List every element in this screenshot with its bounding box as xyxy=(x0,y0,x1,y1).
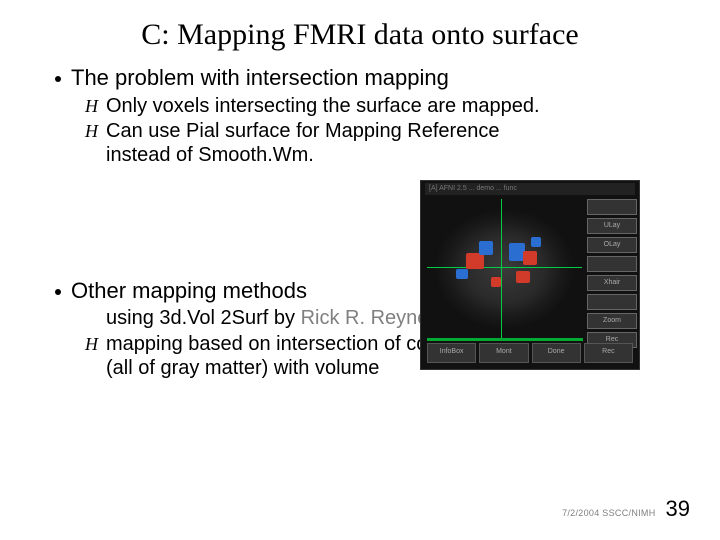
viewer-ctl-button[interactable] xyxy=(587,199,637,215)
sub-text: Can use Pial surface for Mapping Referen… xyxy=(106,119,536,168)
afni-viewer-panel: [A] AFNI 2.5 ... demo ... func ULay OLay X… xyxy=(420,180,640,370)
activation-blob xyxy=(479,241,493,255)
viewer-ctl-button[interactable]: ULay xyxy=(587,218,637,234)
viewer-ctl-button[interactable]: Zoom xyxy=(587,313,637,329)
viewer-ctl-button[interactable] xyxy=(587,256,637,272)
sub-item: H Can use Pial surface for Mapping Refer… xyxy=(85,119,680,168)
viewer-info-pill[interactable]: InfoBox xyxy=(427,343,476,363)
sub-text: Only voxels intersecting the surface are… xyxy=(106,94,540,118)
bullet-text: Other mapping methods xyxy=(71,277,307,305)
viewer-controls-column: ULayOLayXhairZoomRec xyxy=(587,199,637,354)
bullet-marker xyxy=(55,289,61,295)
viewer-info-pill[interactable]: Done xyxy=(532,343,581,363)
activation-blob xyxy=(531,237,541,247)
viewer-status-bar xyxy=(427,338,583,341)
crosshair-vertical xyxy=(501,199,502,339)
brain-slice-image xyxy=(427,199,582,339)
slide-title: C: Mapping FMRI data onto surface xyxy=(0,0,720,64)
viewer-info-pill[interactable]: Mont xyxy=(479,343,528,363)
sub-marker: H xyxy=(85,334,98,355)
sub-marker: H xyxy=(85,121,98,142)
bullet-text: The problem with intersection mapping xyxy=(71,64,449,92)
page-number: 39 xyxy=(666,496,690,522)
bullet-marker xyxy=(55,76,61,82)
viewer-ctl-button[interactable]: OLay xyxy=(587,237,637,253)
sub-text: using 3d.Vol 2Surf by Rick R. Reynolds xyxy=(106,306,454,330)
activation-blob xyxy=(523,251,537,265)
sub-marker: H xyxy=(85,96,98,117)
sub-list: H Only voxels intersecting the surface a… xyxy=(55,94,680,168)
sub-item: H Only voxels intersecting the surface a… xyxy=(85,94,680,118)
activation-blob xyxy=(466,253,484,269)
viewer-info-bar: InfoBoxMontDoneRec xyxy=(427,343,633,363)
viewer-titlebar: [A] AFNI 2.5 ... demo ... func xyxy=(425,183,635,195)
crosshair-horizontal xyxy=(427,267,582,268)
footer-date-org: 7/2/2004 SSCC/NIMH xyxy=(562,508,655,518)
activation-blob xyxy=(516,271,530,283)
bullet-item: The problem with intersection mapping xyxy=(55,64,680,92)
slide-footer: 7/2/2004 SSCC/NIMH 39 xyxy=(562,496,690,522)
activation-blob xyxy=(456,269,468,279)
viewer-ctl-button[interactable] xyxy=(587,294,637,310)
activation-blob xyxy=(491,277,501,287)
viewer-info-pill[interactable]: Rec xyxy=(584,343,633,363)
sub-text-prefix: using 3d.Vol 2Surf by xyxy=(106,307,301,329)
viewer-ctl-button[interactable]: Xhair xyxy=(587,275,637,291)
